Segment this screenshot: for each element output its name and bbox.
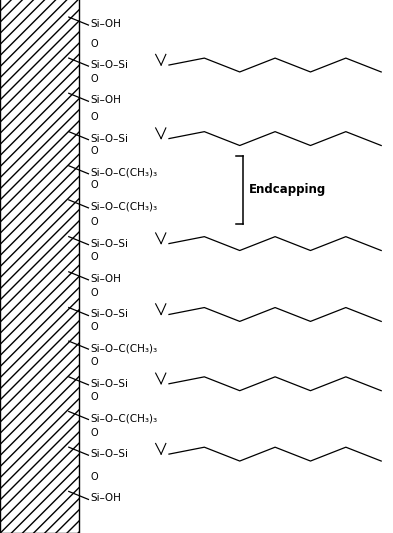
Text: Si–O–Si: Si–O–Si xyxy=(90,134,129,143)
Text: Si–O–Si: Si–O–Si xyxy=(90,310,129,319)
Bar xyxy=(0,0,79,533)
Text: O: O xyxy=(90,392,98,402)
Text: O: O xyxy=(90,358,98,367)
Text: Si–O–Si: Si–O–Si xyxy=(90,379,129,389)
Text: O: O xyxy=(90,472,98,482)
Text: O: O xyxy=(90,253,98,262)
Text: Si–O–C(CH₃)₃: Si–O–C(CH₃)₃ xyxy=(90,343,158,353)
Text: Si–O–C(CH₃)₃: Si–O–C(CH₃)₃ xyxy=(90,202,158,212)
Text: Si–O–Si: Si–O–Si xyxy=(90,60,129,70)
Text: O: O xyxy=(90,181,98,190)
Text: O: O xyxy=(90,74,98,84)
Text: O: O xyxy=(90,428,98,438)
Text: O: O xyxy=(90,288,98,298)
Text: Si–O–C(CH₃)₃: Si–O–C(CH₃)₃ xyxy=(90,168,158,177)
Text: Si–O–C(CH₃)₃: Si–O–C(CH₃)₃ xyxy=(90,414,158,423)
Text: O: O xyxy=(90,217,98,227)
Text: Endcapping: Endcapping xyxy=(249,183,326,196)
Text: O: O xyxy=(90,322,98,332)
Text: Si–OH: Si–OH xyxy=(90,19,121,29)
Text: O: O xyxy=(90,39,98,49)
Text: Si–OH: Si–OH xyxy=(90,95,121,105)
Text: O: O xyxy=(90,147,98,156)
Text: Si–O–Si: Si–O–Si xyxy=(90,449,129,459)
Text: Si–O–Si: Si–O–Si xyxy=(90,239,129,248)
Text: O: O xyxy=(90,112,98,122)
Text: Si–OH: Si–OH xyxy=(90,274,121,284)
Text: Si–OH: Si–OH xyxy=(90,494,121,503)
